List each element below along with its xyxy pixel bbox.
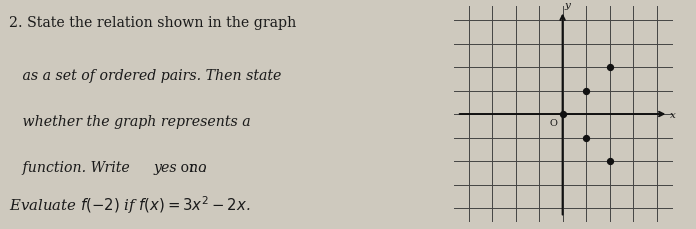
Point <box>557 113 568 116</box>
Text: Evaluate $f(-2)$ if $f(x) = 3x^2 - 2x$.: Evaluate $f(-2)$ if $f(x) = 3x^2 - 2x$. <box>8 194 250 215</box>
Point <box>580 136 592 140</box>
Text: yes: yes <box>153 160 177 174</box>
Text: y: y <box>564 1 570 10</box>
Text: as a set of ordered pairs. Then state: as a set of ordered pairs. Then state <box>8 69 281 83</box>
Point <box>580 89 592 93</box>
Text: x: x <box>670 110 675 119</box>
Text: no: no <box>189 160 206 174</box>
Text: O: O <box>549 118 557 127</box>
Text: function. Write: function. Write <box>8 160 134 174</box>
Text: 2. State the relation shown in the graph: 2. State the relation shown in the graph <box>8 16 296 30</box>
Point <box>604 66 615 70</box>
Text: whether the graph represents a: whether the graph represents a <box>8 114 251 128</box>
Text: .: . <box>202 160 207 174</box>
Point <box>604 159 615 163</box>
Text: or: or <box>175 160 200 174</box>
